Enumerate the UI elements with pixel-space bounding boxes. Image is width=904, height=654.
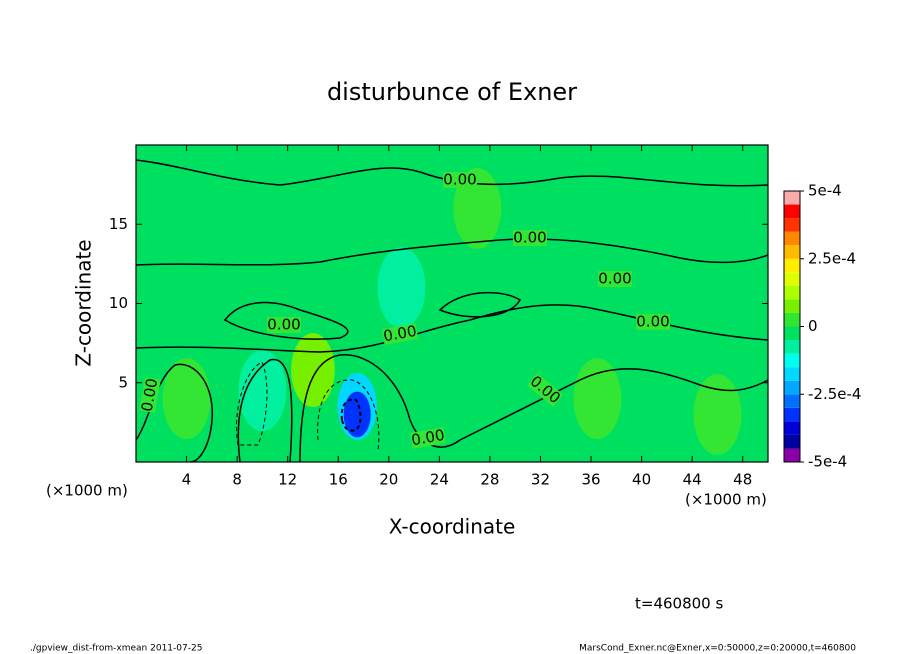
contour-label: 0.00	[138, 377, 162, 413]
colorbar-tick-label: -2.5e-4	[808, 385, 861, 403]
footer-left: ./gpview_dist-from-xmean 2011-07-25	[30, 644, 202, 654]
contour-field	[136, 145, 768, 462]
contour-label-bg	[381, 323, 419, 345]
colorbar-band	[784, 434, 800, 449]
contour-label: 0.00	[598, 270, 631, 288]
contour-label: 0.00	[382, 322, 418, 346]
field-feature	[693, 373, 742, 455]
y-tick-label: 10	[109, 294, 128, 312]
colorbar-band	[784, 394, 800, 408]
x-tick-label: 44	[683, 471, 702, 489]
chart-title: disturbunce of Exner	[327, 78, 577, 106]
contour-label: 0.00	[636, 313, 669, 331]
contour-label: 0.00	[410, 426, 446, 450]
colorbar-band	[784, 380, 800, 395]
x-tick-label: 40	[632, 471, 651, 489]
field-feature	[453, 167, 502, 249]
colorbar-band	[784, 258, 800, 273]
y-tick-label: 15	[109, 215, 128, 233]
contour-label-bg	[526, 372, 564, 408]
x-tick-label: 8	[232, 471, 242, 489]
x-tick-label: 24	[430, 471, 449, 489]
contour-label-bg	[636, 314, 670, 330]
colorbar-band	[784, 340, 800, 354]
contour-label: 0.00	[513, 229, 546, 247]
footer-right: MarsCond_Exner.nc@Exner,x=0:50000,z=0:20…	[579, 644, 856, 654]
contour-label-bg	[409, 427, 447, 449]
field-feature	[573, 358, 622, 440]
colorbar-tick-label: 2.5e-4	[808, 249, 856, 267]
x-tick-label: 36	[581, 471, 600, 489]
y-tick-label: 5	[118, 373, 128, 391]
contour-label-bg	[598, 271, 632, 287]
x-tick-label: 4	[182, 471, 192, 489]
x-unit-label: (×1000 m)	[46, 482, 128, 500]
contour-label-bg	[513, 230, 547, 246]
y-axis-label: Z-coordinate	[72, 239, 96, 366]
x-tick-label: 32	[531, 471, 550, 489]
colorbar-tick-label: 5e-4	[808, 182, 842, 200]
colorbar-band	[784, 299, 800, 313]
x-tick-label: 16	[329, 471, 348, 489]
colorbar-band	[784, 448, 800, 462]
colorbar-band	[784, 191, 800, 205]
contour-label-bg	[139, 376, 161, 414]
field-feature	[238, 350, 287, 432]
field-feature	[291, 333, 335, 408]
colorbar-band	[784, 312, 800, 327]
colorbar-band	[784, 245, 800, 259]
x-unit-label: (×1000 m)	[685, 491, 767, 509]
colorbar-tick-label: -5e-4	[808, 453, 847, 471]
field-feature	[377, 247, 426, 329]
contour-label-bg	[443, 172, 477, 188]
colorbar-band	[784, 272, 800, 286]
field-feature	[343, 391, 371, 438]
contour-label: 0.00	[443, 171, 476, 189]
contour-label-bg	[267, 317, 301, 333]
x-axis-label: X-coordinate	[389, 515, 516, 539]
colorbar-band	[784, 285, 800, 300]
contour-label: 0.00	[267, 316, 300, 334]
field-feature	[162, 358, 211, 440]
colorbar-band	[784, 204, 800, 219]
time-label: t=460800 s	[635, 595, 723, 613]
colorbar-band	[784, 231, 800, 246]
x-tick-label: 48	[733, 471, 752, 489]
negative-contours	[236, 361, 380, 451]
colorbar-band	[784, 367, 800, 381]
x-tick-label: 20	[379, 471, 398, 489]
colorbar-band	[784, 421, 800, 435]
x-tick-label: 12	[278, 471, 297, 489]
colorbar-band	[784, 326, 800, 341]
colorbar-band	[784, 353, 800, 368]
colorbar-tick-label: 0	[808, 317, 818, 335]
colorbar-band	[784, 407, 800, 422]
x-tick-label: 28	[480, 471, 499, 489]
colorbar-band	[784, 218, 800, 232]
field-background	[136, 145, 768, 462]
